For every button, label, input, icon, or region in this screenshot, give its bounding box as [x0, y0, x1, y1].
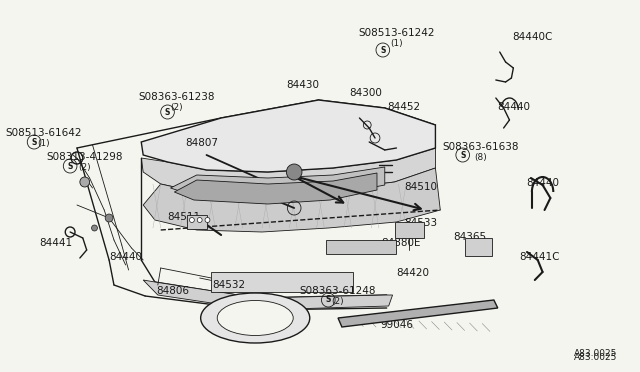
- Text: S: S: [67, 161, 73, 170]
- Bar: [394, 222, 424, 238]
- Circle shape: [197, 218, 202, 222]
- Circle shape: [189, 218, 195, 222]
- Text: S: S: [460, 151, 465, 160]
- Circle shape: [80, 177, 90, 187]
- Polygon shape: [170, 167, 385, 200]
- Text: 84300: 84300: [349, 88, 381, 98]
- Text: 84440: 84440: [109, 252, 142, 262]
- Text: 84510: 84510: [404, 182, 437, 192]
- Text: 84807: 84807: [185, 138, 218, 148]
- Text: S08363-61248: S08363-61248: [300, 286, 376, 296]
- Text: S: S: [326, 295, 331, 305]
- Text: S08313-41298: S08313-41298: [47, 152, 123, 162]
- Text: 84365: 84365: [453, 232, 486, 242]
- Text: S08363-61638: S08363-61638: [442, 142, 518, 152]
- Text: S08513-61642: S08513-61642: [6, 128, 82, 138]
- Bar: [326, 240, 396, 254]
- Text: 84806: 84806: [156, 286, 189, 296]
- Ellipse shape: [217, 301, 293, 336]
- Circle shape: [286, 164, 302, 180]
- Text: 84511: 84511: [168, 212, 201, 222]
- Text: 84441: 84441: [39, 238, 72, 248]
- Text: (2): (2): [170, 103, 182, 112]
- Circle shape: [105, 214, 113, 222]
- Text: (1): (1): [38, 139, 50, 148]
- Text: 84533: 84533: [404, 218, 437, 228]
- Text: 84440: 84440: [526, 178, 559, 188]
- Text: 84532: 84532: [212, 280, 246, 290]
- Text: 84420: 84420: [397, 268, 429, 278]
- Polygon shape: [143, 280, 392, 310]
- Text: 84452: 84452: [388, 102, 421, 112]
- Text: (2): (2): [79, 163, 91, 172]
- Bar: [465, 238, 492, 256]
- Polygon shape: [174, 173, 377, 204]
- Polygon shape: [141, 148, 435, 195]
- Text: S: S: [380, 45, 385, 55]
- Text: S: S: [165, 108, 170, 116]
- Text: 84440: 84440: [497, 102, 530, 112]
- Text: (1): (1): [390, 39, 403, 48]
- Text: (8): (8): [474, 153, 486, 162]
- Bar: [187, 215, 207, 229]
- Text: 84440C: 84440C: [513, 32, 553, 42]
- Text: 99046: 99046: [380, 320, 413, 330]
- Polygon shape: [141, 100, 435, 172]
- Text: 84430: 84430: [287, 80, 319, 90]
- Circle shape: [92, 225, 97, 231]
- Polygon shape: [338, 300, 498, 327]
- Text: A83.0025: A83.0025: [573, 349, 617, 358]
- Text: S08513-61242: S08513-61242: [358, 28, 435, 38]
- Text: S08363-61238: S08363-61238: [138, 92, 214, 102]
- FancyBboxPatch shape: [211, 272, 353, 292]
- Text: S: S: [31, 138, 36, 147]
- Ellipse shape: [201, 293, 310, 343]
- Text: A83.0025: A83.0025: [573, 353, 617, 362]
- Text: 84441C: 84441C: [520, 252, 560, 262]
- Text: (2): (2): [332, 297, 344, 306]
- Text: 84880E: 84880E: [381, 238, 421, 248]
- Circle shape: [205, 218, 210, 222]
- Polygon shape: [143, 168, 440, 232]
